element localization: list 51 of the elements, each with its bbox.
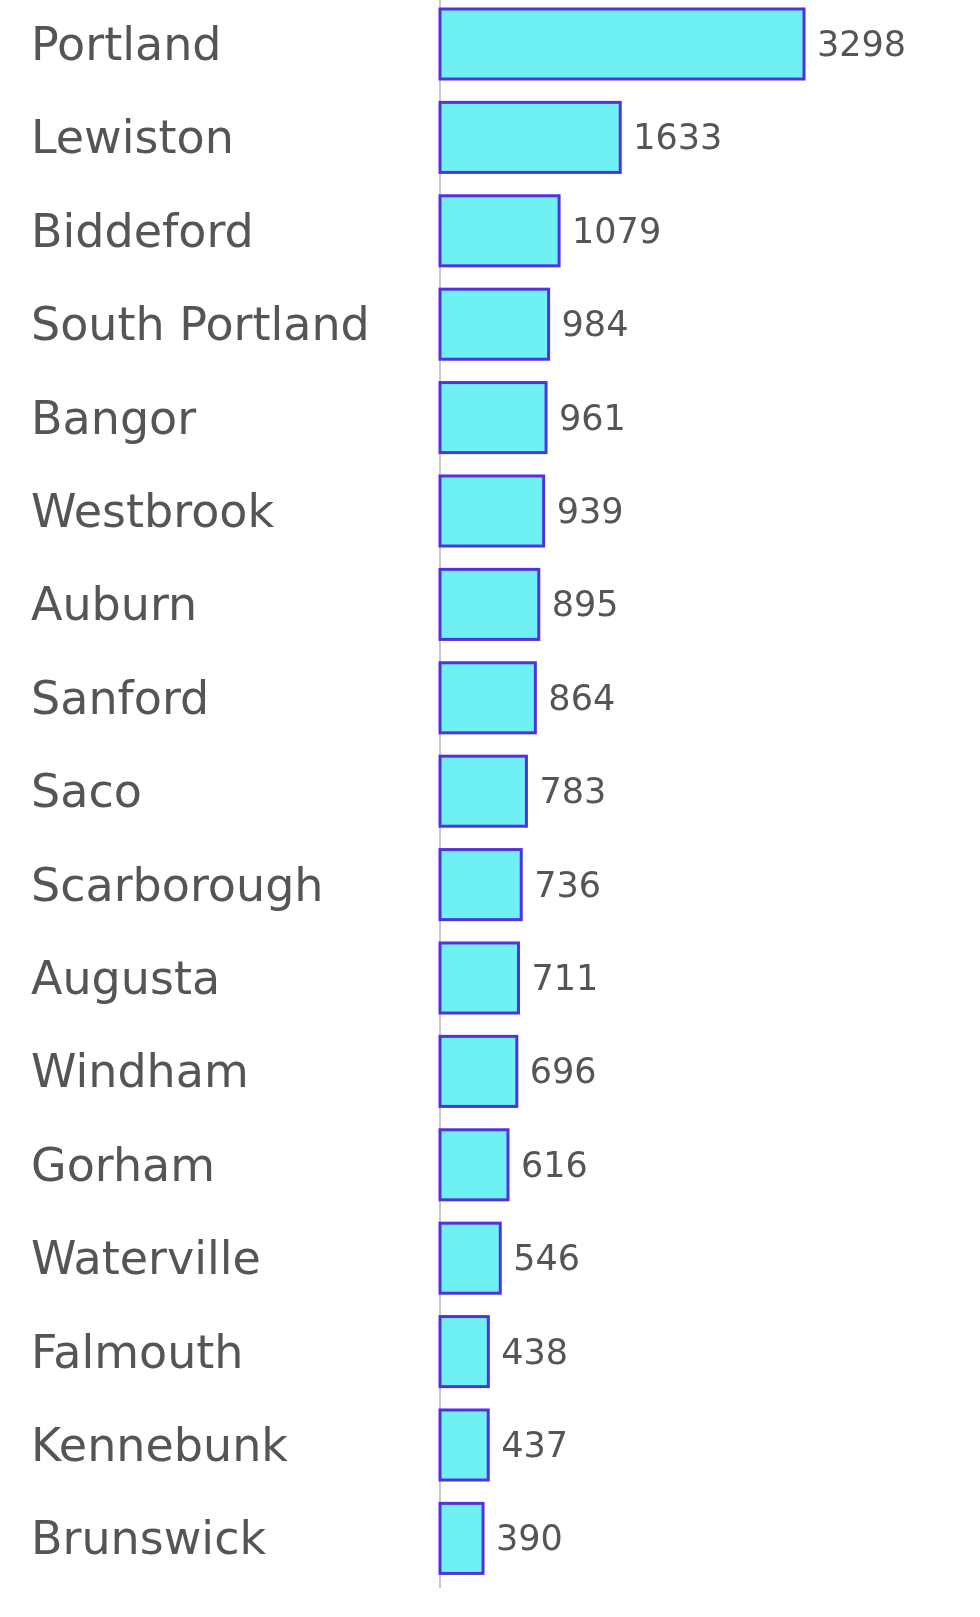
data-label: 736 [534,864,602,905]
y-tick-label: Waterville [31,1231,261,1286]
data-label: 437 [501,1425,569,1465]
data-label: 3298 [817,24,907,64]
bar [438,567,541,641]
data-label: 438 [501,1331,569,1372]
data-label: 783 [539,771,607,812]
y-tick-label: Lewiston [31,110,234,165]
y-tick-label: Bangor [31,390,197,445]
bar [438,661,537,735]
data-label: 984 [561,304,629,345]
bar [438,100,622,174]
data-label: 864 [548,677,616,718]
y-tick-label: South Portland [31,297,370,352]
y-tick-label: Augusta [31,951,221,1005]
bar [438,1408,490,1482]
y-tick-label: Falmouth [31,1324,244,1379]
y-tick-label: Portland [31,17,222,71]
y-tick-label: Auburn [31,577,198,632]
data-label: 1633 [633,117,723,158]
bar [438,754,528,828]
bar [438,7,806,81]
bar [438,1034,519,1108]
y-tick-label: Saco [31,764,142,819]
y-tick-label: Kennebunk [31,1418,289,1472]
bar [438,474,546,548]
data-label: 696 [529,1051,597,1092]
y-tick-label: Sanford [31,670,210,725]
data-label: 961 [559,397,626,438]
data-label: 546 [513,1238,581,1279]
data-label: 711 [531,958,599,998]
bar [438,287,551,361]
bar [438,1315,490,1389]
y-tick-label: Windham [31,1044,249,1099]
y-tick-label: Biddeford [31,203,254,258]
data-label: 390 [496,1518,563,1559]
data-label: 939 [556,491,624,531]
data-label: 895 [551,584,619,625]
bar [438,1501,485,1575]
y-tick-label: Westbrook [31,484,275,538]
bar [438,941,520,1015]
bar [438,1221,502,1295]
bar [438,1128,510,1202]
y-tick-label: Scarborough [31,857,324,912]
data-label: 1079 [572,210,662,251]
y-tick-label: Gorham [31,1137,216,1192]
y-tick-label: Brunswick [31,1511,267,1566]
bar [438,194,561,268]
bar [438,381,548,455]
data-label: 616 [520,1144,588,1185]
bar [438,848,523,922]
